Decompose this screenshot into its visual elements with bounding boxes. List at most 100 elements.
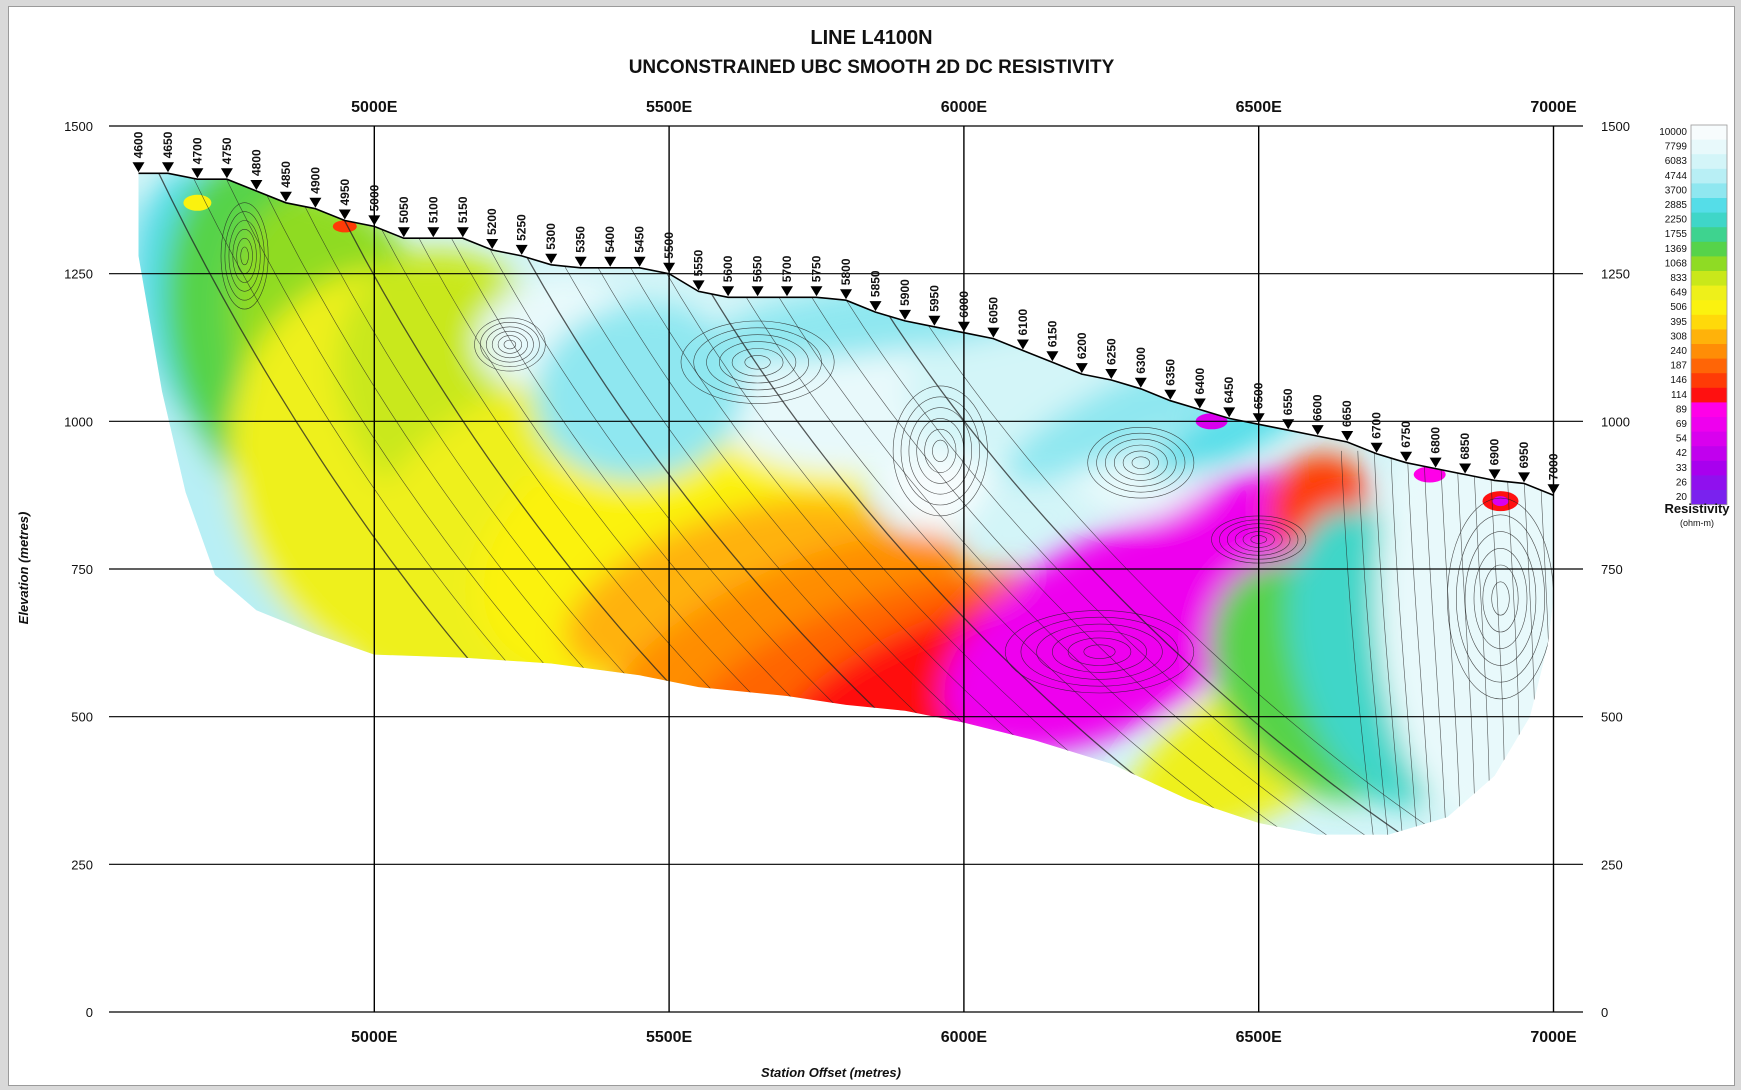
contour-ring	[1087, 427, 1195, 499]
station-label: 5900	[898, 279, 912, 306]
station-marker-icon	[1400, 451, 1413, 462]
station-marker-icon	[1016, 339, 1029, 350]
station-label: 6150	[1045, 320, 1059, 347]
colorbar-level-label: 89	[1676, 404, 1688, 415]
colorbar-swatch	[1691, 460, 1727, 476]
x-tick-label-bottom: 7000E	[1530, 1029, 1577, 1046]
y-tick-label-left: 0	[86, 1005, 93, 1020]
contour-ring	[744, 355, 771, 370]
contour-ring	[1456, 514, 1546, 683]
colorbar-level-label: 240	[1670, 346, 1687, 357]
station-marker-icon	[722, 286, 735, 297]
y-tick-label-left: 500	[71, 710, 93, 725]
station-label: 4800	[249, 149, 263, 176]
y-tick-label-right: 0	[1601, 1005, 1608, 1020]
colorbar-swatch	[1691, 314, 1727, 330]
colorbar-level-label: 395	[1670, 317, 1687, 328]
contour-ring	[480, 321, 540, 367]
station-marker-icon	[1046, 351, 1059, 362]
colorbar-swatch	[1691, 490, 1727, 506]
y-tick-label-left: 1500	[64, 119, 93, 134]
station-marker-icon	[515, 244, 528, 255]
colorbar-level-label: 649	[1670, 288, 1687, 299]
colorbar-level-label: 69	[1676, 419, 1688, 430]
station-marker-icon	[899, 309, 911, 320]
station-marker-icon	[928, 315, 941, 326]
contour-ring	[1131, 456, 1150, 469]
contour-ring	[1491, 581, 1510, 616]
station-label: 6600	[1311, 394, 1325, 421]
station-marker-icon	[869, 301, 882, 312]
station-label: 6500	[1252, 382, 1266, 409]
colorbar-swatch	[1691, 475, 1727, 491]
x-tick-label-bottom: 5500E	[646, 1029, 693, 1046]
contour-ring	[1105, 438, 1177, 487]
contour-ring	[1036, 623, 1163, 680]
station-label: 6900	[1488, 438, 1502, 465]
station-marker-icon	[1223, 407, 1236, 418]
station-marker-icon	[1547, 484, 1560, 495]
colorbar-swatch	[1691, 212, 1727, 228]
x-tick-label-top: 6500E	[1236, 99, 1283, 116]
station-marker-icon	[781, 286, 793, 297]
x-tick-label-top: 5000E	[351, 99, 398, 116]
station-markers: 4600 4650 4700 4750 4800 4850 4900 4950 5000 5050…	[132, 131, 1561, 495]
colorbar-level-label: 54	[1676, 434, 1688, 445]
colorbar-swatch	[1691, 256, 1727, 272]
contour-ring	[224, 211, 265, 301]
contour-ring	[1114, 444, 1168, 481]
station-label: 5850	[869, 270, 883, 297]
station-marker-icon	[810, 286, 823, 297]
station-label: 5700	[780, 255, 794, 282]
resistivity-anomaly	[1492, 496, 1509, 507]
station-marker-icon	[574, 256, 587, 267]
colorbar-swatch	[1691, 139, 1727, 155]
contour-ring	[1464, 531, 1537, 666]
resistivity-anomaly	[183, 194, 212, 211]
colorbar-swatch	[1691, 198, 1727, 214]
station-marker-icon	[1311, 425, 1324, 436]
station-marker-icon	[1075, 363, 1088, 374]
station-label: 5600	[721, 255, 735, 282]
station-marker-icon	[1105, 369, 1118, 379]
contour-ring	[1083, 644, 1116, 659]
colorbar-level-label: 33	[1676, 463, 1688, 474]
station-marker-icon	[338, 209, 351, 220]
y-tick-label-right: 750	[1601, 562, 1623, 577]
chart-title: LINE L4100N	[810, 27, 933, 49]
contour-ring	[503, 339, 517, 350]
colorbar-swatch	[1691, 183, 1727, 199]
station-marker-icon	[840, 289, 852, 300]
colorbar-level-label: 42	[1676, 448, 1688, 459]
station-label: 5500	[662, 232, 676, 259]
resistivity-anomaly	[332, 220, 357, 233]
y-tick-label-right: 1500	[1601, 119, 1630, 134]
station-label: 6350	[1163, 359, 1177, 386]
station-label: 6850	[1458, 432, 1472, 459]
station-label: 7000	[1547, 453, 1561, 480]
station-label: 6800	[1429, 427, 1443, 454]
station-label: 5050	[397, 196, 411, 223]
station-marker-icon	[250, 180, 263, 190]
station-marker-icon	[456, 227, 469, 238]
x-tick-label-bottom: 6500E	[1236, 1029, 1283, 1046]
contour-ring	[1473, 547, 1528, 649]
station-marker-icon	[397, 227, 410, 238]
station-label: 5550	[692, 249, 706, 276]
contour-line	[1556, 451, 1567, 864]
station-marker-icon	[132, 162, 145, 173]
station-marker-icon	[1282, 419, 1295, 430]
contour-ring	[924, 428, 957, 473]
colorbar-swatch	[1691, 271, 1727, 287]
x-tick-label-bottom: 5000E	[351, 1029, 398, 1046]
colorbar-level-label: 187	[1670, 361, 1687, 372]
station-marker-icon	[604, 256, 617, 267]
station-marker-icon	[162, 162, 174, 173]
contour-ring	[693, 327, 822, 398]
station-label: 6450	[1222, 376, 1236, 403]
station-label: 5400	[603, 226, 617, 253]
station-marker-icon	[1164, 389, 1177, 400]
x-tick-labels-bottom: 5000E 5500E 6000E 6500E 7000E	[351, 1029, 1577, 1046]
contour-ring	[491, 330, 528, 359]
contour-ring	[1447, 497, 1554, 700]
